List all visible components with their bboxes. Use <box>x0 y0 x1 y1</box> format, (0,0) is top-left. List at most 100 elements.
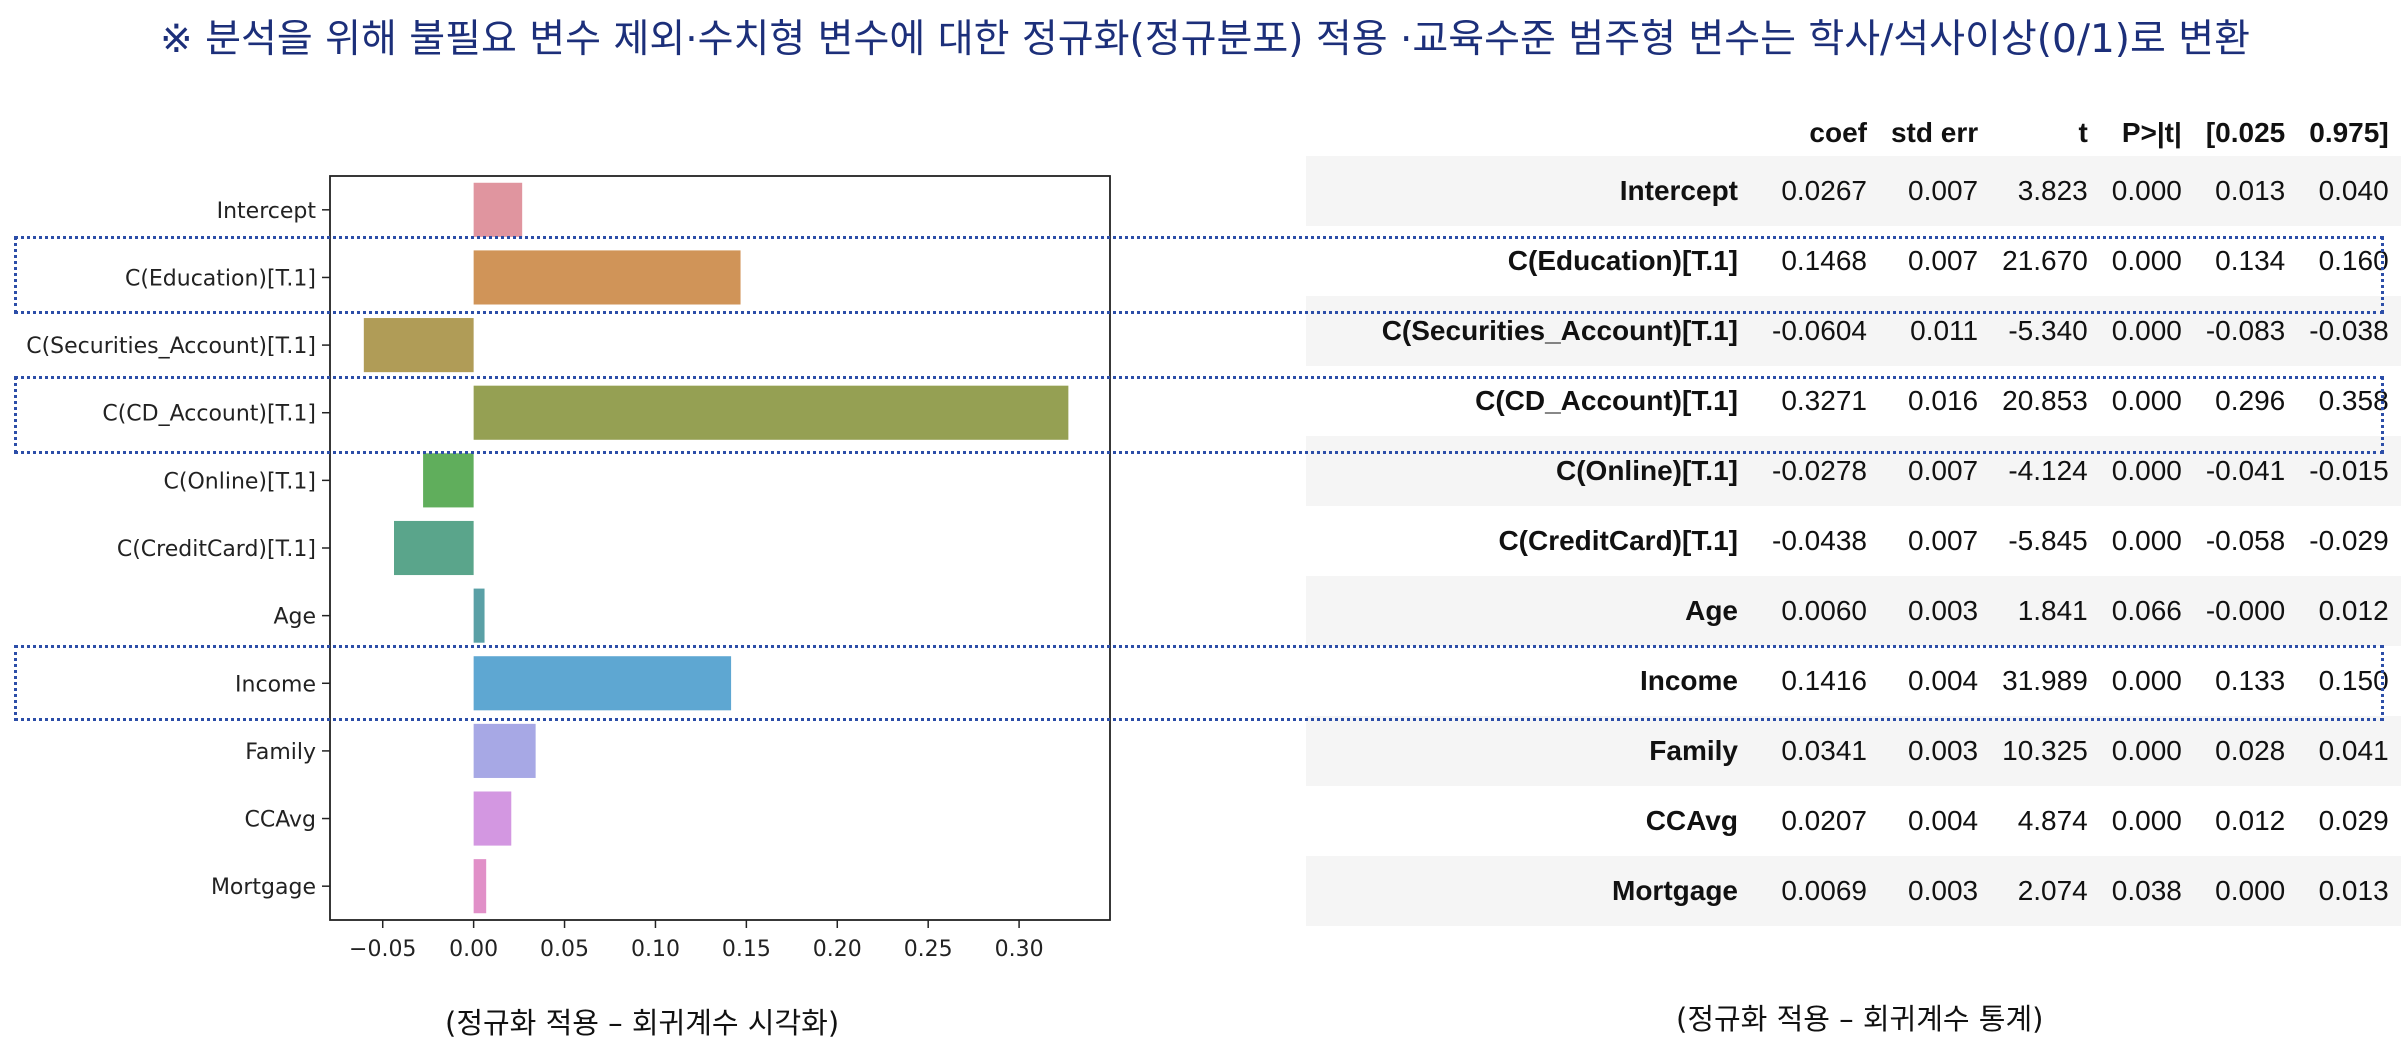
table-cell: 0.1416 <box>1760 646 1879 716</box>
table-row: C(Securities_Account)[T.1] -0.0604 0.011 -5… <box>1306 296 2401 366</box>
table-cell: 0.003 <box>1878 856 1991 926</box>
x-tick-label: 0.00 <box>449 937 498 962</box>
table-cell: 0.1468 <box>1760 226 1879 296</box>
row-label: Age <box>1306 576 1760 646</box>
table-cell: 0.012 <box>2297 576 2401 646</box>
table-cell: 0.013 <box>2193 156 2298 226</box>
table-cell: 0.150 <box>2297 646 2401 716</box>
table-cell: 0.004 <box>1878 786 1991 856</box>
table-cell: 0.000 <box>2099 156 2194 226</box>
bar <box>473 250 741 305</box>
plot-frame <box>329 175 1111 921</box>
y-tick-label: Income <box>235 672 316 697</box>
table-cell: 4.874 <box>1990 786 2100 856</box>
table-header-row: coef std err t P>|t| [0.025 0.975] <box>1306 110 2401 156</box>
row-label: C(CD_Account)[T.1] <box>1306 366 1760 436</box>
table-cell: 21.670 <box>1990 226 2100 296</box>
table-cell: 10.325 <box>1990 716 2100 786</box>
table-cell: 0.0060 <box>1760 576 1879 646</box>
table-cell: 0.296 <box>2193 366 2298 436</box>
column-header: std err <box>1878 110 1991 156</box>
table-cell: -5.340 <box>1990 296 2100 366</box>
x-tick-label: 0.30 <box>995 937 1044 962</box>
row-label: C(CreditCard)[T.1] <box>1306 506 1760 576</box>
row-label: Intercept <box>1306 156 1760 226</box>
x-tick-label: 0.25 <box>904 937 953 962</box>
table-cell: -0.0278 <box>1760 436 1879 506</box>
table-cell: 0.0207 <box>1760 786 1879 856</box>
row-label: CCAvg <box>1306 786 1760 856</box>
table-cell: -5.845 <box>1990 506 2100 576</box>
page-title: ※ 분석을 위해 불필요 변수 제외·수치형 변수에 대한 정규화(정규분포) … <box>160 17 2251 62</box>
table-row: Age 0.0060 0.003 1.841 0.066 -0.000 0.012 <box>1306 576 2401 646</box>
y-tick-label: Intercept <box>217 199 317 224</box>
table-cell: 0.000 <box>2099 436 2194 506</box>
bar <box>473 859 487 914</box>
y-tick-label: C(CreditCard)[T.1] <box>117 537 316 562</box>
table-cell: 0.000 <box>2099 786 2194 856</box>
table-cell: 0.007 <box>1878 226 1991 296</box>
table-cell: 0.012 <box>2193 786 2298 856</box>
table-cell: 0.133 <box>2193 646 2298 716</box>
bar <box>473 656 732 711</box>
table-cell: 31.989 <box>1990 646 2100 716</box>
table-cell: -0.083 <box>2193 296 2298 366</box>
table-row: Family 0.0341 0.003 10.325 0.000 0.028 0.041 <box>1306 716 2401 786</box>
table-cell: 3.823 <box>1990 156 2100 226</box>
y-tick-label: Age <box>273 605 316 630</box>
table-cell: -0.015 <box>2297 436 2401 506</box>
table-cell: -0.0604 <box>1760 296 1879 366</box>
bar <box>363 318 474 373</box>
x-tick-label: 0.05 <box>540 937 589 962</box>
table-cell: 0.000 <box>2099 506 2194 576</box>
column-header: coef <box>1760 110 1879 156</box>
table-cell: -0.041 <box>2193 436 2298 506</box>
table-cell: 0.040 <box>2297 156 2401 226</box>
table-caption: (정규화 적용 – 회귀계수 통계) <box>1676 1002 2044 1036</box>
y-tick-label: Family <box>245 740 316 765</box>
y-tick-label: C(Securities_Account)[T.1] <box>26 334 316 359</box>
table-cell: -4.124 <box>1990 436 2100 506</box>
table-cell: 0.000 <box>2193 856 2298 926</box>
table-cell: -0.058 <box>2193 506 2298 576</box>
table-row: Intercept 0.0267 0.007 3.823 0.000 0.013 0.040 <box>1306 156 2401 226</box>
row-label: C(Education)[T.1] <box>1306 226 1760 296</box>
y-tick-label: C(CD_Account)[T.1] <box>102 402 316 427</box>
table-cell: 0.016 <box>1878 366 1991 436</box>
table-cell: 0.038 <box>2099 856 2194 926</box>
y-tick-label: CCAvg <box>245 808 316 833</box>
table-cell: 0.004 <box>1878 646 1991 716</box>
row-label: C(Online)[T.1] <box>1306 436 1760 506</box>
bar <box>473 588 485 643</box>
x-tick-label: −0.05 <box>349 937 416 962</box>
bar <box>394 520 474 576</box>
y-tick-label: C(Online)[T.1] <box>164 469 316 494</box>
table-cell: 0.000 <box>2099 226 2194 296</box>
chart-caption: (정규화 적용 – 회귀계수 시각화) <box>445 1006 840 1040</box>
bar <box>423 453 474 508</box>
regression-stats-table: coef std err t P>|t| [0.025 0.975] Intercept 0… <box>1306 110 2401 926</box>
table-cell: 0.013 <box>2297 856 2401 926</box>
table-cell: 0.011 <box>1878 296 1991 366</box>
x-tick-label: 0.15 <box>722 937 771 962</box>
bar <box>473 791 512 846</box>
x-tick-label: 0.20 <box>813 937 862 962</box>
table-cell: 0.160 <box>2297 226 2401 296</box>
table-cell: 0.000 <box>2099 296 2194 366</box>
table-cell: -0.038 <box>2297 296 2401 366</box>
table-row: C(CD_Account)[T.1] 0.3271 0.016 20.853 0.000… <box>1306 366 2401 436</box>
row-label: Mortgage <box>1306 856 1760 926</box>
table-cell: 1.841 <box>1990 576 2100 646</box>
table-cell: 0.029 <box>2297 786 2401 856</box>
table-cell: -0.000 <box>2193 576 2298 646</box>
row-label: Income <box>1306 646 1760 716</box>
y-tick-label: C(Education)[T.1] <box>125 266 316 291</box>
table-row: Mortgage 0.0069 0.003 2.074 0.038 0.000 0.013 <box>1306 856 2401 926</box>
table-row: Income 0.1416 0.004 31.989 0.000 0.133 0.150 <box>1306 646 2401 716</box>
table-cell: -0.0438 <box>1760 506 1879 576</box>
table-cell: -0.029 <box>2297 506 2401 576</box>
table-cell: 0.0267 <box>1760 156 1879 226</box>
x-tick-label: 0.10 <box>631 937 680 962</box>
table-cell: 0.003 <box>1878 576 1991 646</box>
table-cell: 0.3271 <box>1760 366 1879 436</box>
